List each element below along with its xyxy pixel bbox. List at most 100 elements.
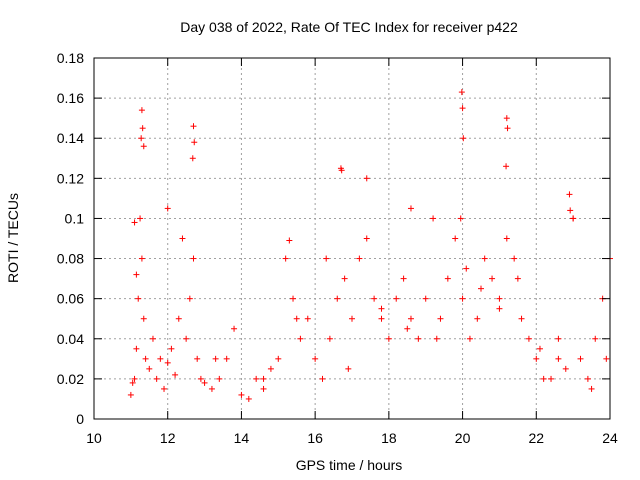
- x-tick-label: 18: [381, 430, 397, 446]
- data-point: [437, 315, 444, 322]
- data-point: [540, 375, 547, 382]
- data-point: [385, 335, 392, 342]
- data-point: [312, 355, 319, 362]
- y-axis-title: ROTI / TECUs: [5, 193, 21, 283]
- data-point: [267, 365, 274, 372]
- grid-lines: [94, 58, 610, 419]
- x-tick-label: 16: [307, 430, 323, 446]
- data-point: [140, 143, 147, 150]
- data-point: [577, 355, 584, 362]
- data-point: [422, 295, 429, 302]
- data-point: [452, 235, 459, 242]
- data-point: [341, 275, 348, 282]
- y-tick-labels: 0 0.02 0.04 0.06 0.08 0.1 0.12 0.14 0.16 0.18: [57, 50, 84, 427]
- y-tick-label: 0.1: [65, 210, 85, 226]
- data-point: [566, 191, 573, 198]
- y-tick-label: 0.18: [57, 50, 84, 66]
- data-point: [133, 271, 140, 278]
- data-point: [201, 379, 208, 386]
- data-point: [349, 315, 355, 322]
- data-point: [474, 315, 481, 322]
- data-point: [304, 315, 311, 322]
- data-point: [282, 255, 289, 262]
- data-point: [297, 335, 304, 342]
- data-point: [562, 365, 569, 372]
- y-tick-label: 0.02: [57, 371, 84, 387]
- data-point: [286, 237, 293, 244]
- data-point: [378, 305, 385, 312]
- x-tick-labels: 10 12 14 16 18 20 22 24: [86, 430, 618, 446]
- data-point: [139, 125, 146, 132]
- data-point: [478, 285, 484, 292]
- data-point: [567, 207, 574, 214]
- data-point: [457, 215, 464, 222]
- data-point: [460, 135, 467, 142]
- data-point: [584, 375, 591, 382]
- data-point: [503, 115, 510, 122]
- data-point: [356, 255, 363, 262]
- data-point: [319, 375, 326, 382]
- x-tick-label: 22: [528, 430, 544, 446]
- x-tick-label: 10: [86, 430, 102, 446]
- data-point: [212, 355, 219, 362]
- x-tick-label: 12: [160, 430, 176, 446]
- data-point: [326, 335, 333, 342]
- x-tick-label: 24: [602, 430, 618, 446]
- data-point: [603, 355, 610, 362]
- data-point: [131, 375, 138, 382]
- data-point: [393, 295, 400, 302]
- data-point: [190, 255, 197, 262]
- data-point: [404, 325, 411, 332]
- y-tick-label: 0.08: [57, 251, 84, 267]
- y-tick-label: 0.14: [57, 130, 84, 146]
- data-point: [275, 355, 282, 362]
- data-point: [140, 315, 147, 322]
- data-point: [216, 375, 223, 382]
- data-point: [511, 255, 518, 262]
- data-point: [463, 265, 470, 272]
- data-point: [175, 315, 182, 322]
- data-point: [536, 345, 543, 352]
- chart-title: Day 038 of 2022, Rate Of TEC Index for r…: [180, 19, 518, 35]
- data-point: [407, 315, 414, 322]
- data-point: [503, 235, 510, 242]
- data-point: [592, 335, 599, 342]
- data-point: [161, 385, 168, 392]
- data-point: [194, 355, 201, 362]
- data-point: [191, 139, 198, 146]
- data-point: [458, 89, 465, 96]
- data-point: [127, 391, 134, 398]
- data-point: [290, 295, 297, 302]
- data-point: [378, 315, 385, 322]
- data-point: [555, 355, 562, 362]
- data-point: [514, 275, 521, 282]
- data-point: [525, 335, 532, 342]
- data-point: [131, 219, 138, 226]
- data-point: [518, 315, 525, 322]
- y-tick-label: 0.04: [57, 331, 84, 347]
- data-point: [190, 123, 197, 130]
- data-point: [433, 335, 440, 342]
- data-point: [153, 375, 160, 382]
- data-point: [334, 295, 341, 302]
- x-axis-title: GPS time / hours: [296, 457, 403, 473]
- data-point: [183, 335, 190, 342]
- plot-frame: [93, 57, 611, 420]
- data-point: [481, 255, 488, 262]
- data-point: [430, 215, 437, 222]
- axis-ticks: [93, 57, 611, 420]
- data-point: [135, 295, 142, 302]
- data-point: [168, 345, 175, 352]
- data-point: [293, 315, 300, 322]
- data-point: [363, 175, 370, 182]
- data-point: [172, 371, 179, 378]
- data-point: [503, 163, 510, 170]
- data-point: [149, 335, 156, 342]
- data-point: [138, 135, 145, 142]
- data-point: [157, 355, 164, 362]
- data-point: [400, 275, 407, 282]
- data-point: [338, 167, 345, 174]
- x-tick-label: 20: [455, 430, 471, 446]
- data-point: [138, 255, 145, 262]
